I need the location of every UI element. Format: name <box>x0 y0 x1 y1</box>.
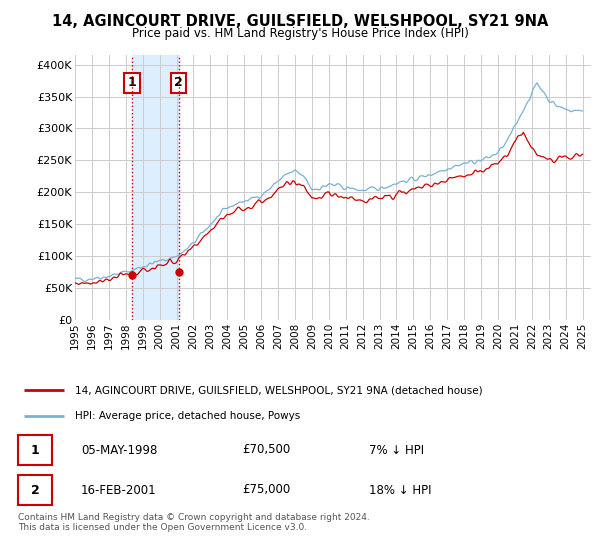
Text: 2: 2 <box>174 76 183 90</box>
Text: 2: 2 <box>31 483 40 497</box>
FancyBboxPatch shape <box>18 475 52 505</box>
Text: 18% ↓ HPI: 18% ↓ HPI <box>369 483 431 497</box>
Bar <box>131 55 179 320</box>
Text: 16-FEB-2001: 16-FEB-2001 <box>81 483 157 497</box>
FancyBboxPatch shape <box>18 435 52 465</box>
Text: HPI: Average price, detached house, Powys: HPI: Average price, detached house, Powy… <box>76 411 301 421</box>
Text: 7% ↓ HPI: 7% ↓ HPI <box>369 444 424 456</box>
Text: Price paid vs. HM Land Registry's House Price Index (HPI): Price paid vs. HM Land Registry's House … <box>131 27 469 40</box>
Text: 14, AGINCOURT DRIVE, GUILSFIELD, WELSHPOOL, SY21 9NA (detached house): 14, AGINCOURT DRIVE, GUILSFIELD, WELSHPO… <box>76 385 483 395</box>
Text: £70,500: £70,500 <box>242 444 290 456</box>
Text: £75,000: £75,000 <box>242 483 290 497</box>
Text: 1: 1 <box>127 76 136 90</box>
Text: 14, AGINCOURT DRIVE, GUILSFIELD, WELSHPOOL, SY21 9NA: 14, AGINCOURT DRIVE, GUILSFIELD, WELSHPO… <box>52 14 548 29</box>
Text: 1: 1 <box>31 444 40 456</box>
Text: Contains HM Land Registry data © Crown copyright and database right 2024.
This d: Contains HM Land Registry data © Crown c… <box>18 512 370 532</box>
Text: 05-MAY-1998: 05-MAY-1998 <box>81 444 157 456</box>
